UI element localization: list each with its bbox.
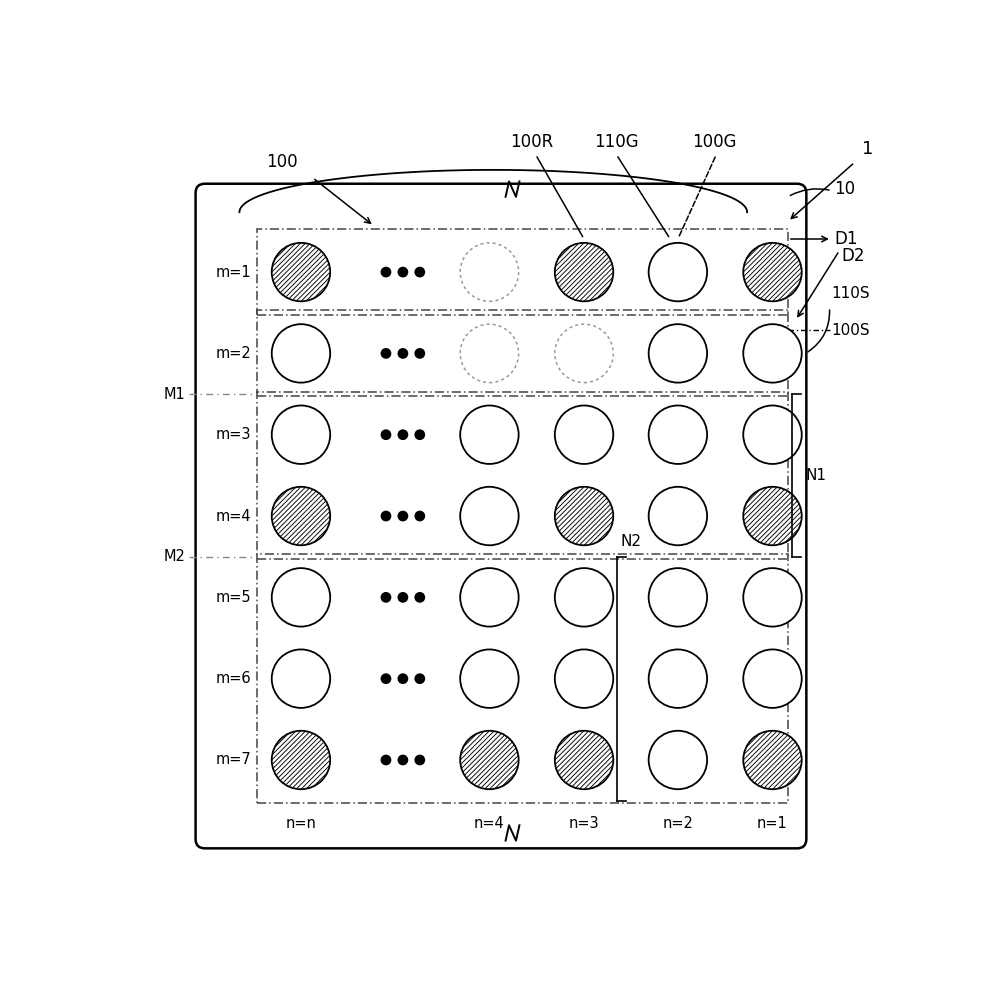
- Text: m=4: m=4: [215, 508, 251, 523]
- Text: N1: N1: [806, 468, 827, 483]
- Text: m=2: m=2: [215, 346, 251, 361]
- Text: 100R: 100R: [510, 133, 553, 151]
- Circle shape: [381, 673, 391, 684]
- Text: N2: N2: [621, 533, 642, 548]
- Circle shape: [460, 406, 519, 464]
- Circle shape: [555, 243, 613, 302]
- Circle shape: [414, 673, 425, 684]
- Circle shape: [555, 324, 613, 383]
- Text: n=4: n=4: [474, 816, 505, 831]
- Circle shape: [743, 568, 802, 626]
- Text: m=3: m=3: [215, 428, 251, 443]
- Text: D2: D2: [842, 247, 865, 265]
- Text: M1: M1: [164, 387, 186, 402]
- Text: n=1: n=1: [757, 816, 788, 831]
- Circle shape: [555, 730, 613, 789]
- Bar: [257, 229, 788, 315]
- Text: 110S: 110S: [832, 286, 870, 301]
- Circle shape: [414, 510, 425, 521]
- Text: n=2: n=2: [662, 816, 693, 831]
- Circle shape: [743, 730, 802, 789]
- Circle shape: [381, 348, 391, 359]
- Text: 10: 10: [834, 180, 855, 198]
- Circle shape: [460, 649, 519, 708]
- Circle shape: [398, 673, 408, 684]
- Circle shape: [743, 324, 802, 383]
- Text: 100: 100: [266, 154, 298, 172]
- Circle shape: [460, 324, 519, 383]
- Bar: [257, 554, 788, 803]
- Text: M2: M2: [164, 549, 186, 564]
- Circle shape: [649, 487, 707, 545]
- Circle shape: [460, 487, 519, 545]
- Text: 1: 1: [862, 140, 874, 158]
- Circle shape: [743, 649, 802, 708]
- Circle shape: [381, 510, 391, 521]
- Circle shape: [272, 730, 330, 789]
- Circle shape: [398, 267, 408, 278]
- Circle shape: [743, 406, 802, 464]
- Circle shape: [272, 243, 330, 302]
- Circle shape: [414, 754, 425, 765]
- Circle shape: [649, 324, 707, 383]
- Text: m=7: m=7: [215, 752, 251, 767]
- Circle shape: [743, 243, 802, 302]
- Circle shape: [649, 243, 707, 302]
- Circle shape: [381, 592, 391, 602]
- Circle shape: [460, 568, 519, 626]
- Circle shape: [398, 430, 408, 441]
- Text: n=3: n=3: [569, 816, 599, 831]
- Circle shape: [555, 406, 613, 464]
- Text: m=1: m=1: [215, 265, 251, 280]
- Bar: [257, 392, 788, 559]
- Circle shape: [460, 243, 519, 302]
- Circle shape: [555, 649, 613, 708]
- Circle shape: [381, 754, 391, 765]
- Circle shape: [381, 430, 391, 441]
- Bar: [257, 311, 788, 397]
- Circle shape: [272, 324, 330, 383]
- Circle shape: [555, 568, 613, 626]
- Circle shape: [414, 348, 425, 359]
- Circle shape: [649, 568, 707, 626]
- Circle shape: [743, 487, 802, 545]
- Circle shape: [398, 348, 408, 359]
- Circle shape: [398, 754, 408, 765]
- Text: m=6: m=6: [215, 671, 251, 686]
- Circle shape: [398, 592, 408, 602]
- Circle shape: [272, 406, 330, 464]
- Text: 100S: 100S: [832, 323, 870, 338]
- Circle shape: [398, 510, 408, 521]
- Circle shape: [555, 487, 613, 545]
- Circle shape: [649, 730, 707, 789]
- Text: D1: D1: [834, 230, 858, 248]
- Circle shape: [649, 649, 707, 708]
- Circle shape: [414, 267, 425, 278]
- Circle shape: [460, 730, 519, 789]
- Text: 100G: 100G: [692, 133, 736, 151]
- Text: m=5: m=5: [215, 589, 251, 604]
- Circle shape: [272, 487, 330, 545]
- Circle shape: [649, 406, 707, 464]
- Circle shape: [272, 568, 330, 626]
- Text: 110G: 110G: [594, 133, 639, 151]
- Circle shape: [272, 649, 330, 708]
- Circle shape: [414, 592, 425, 602]
- Circle shape: [414, 430, 425, 441]
- Circle shape: [381, 267, 391, 278]
- Text: n=n: n=n: [286, 816, 316, 831]
